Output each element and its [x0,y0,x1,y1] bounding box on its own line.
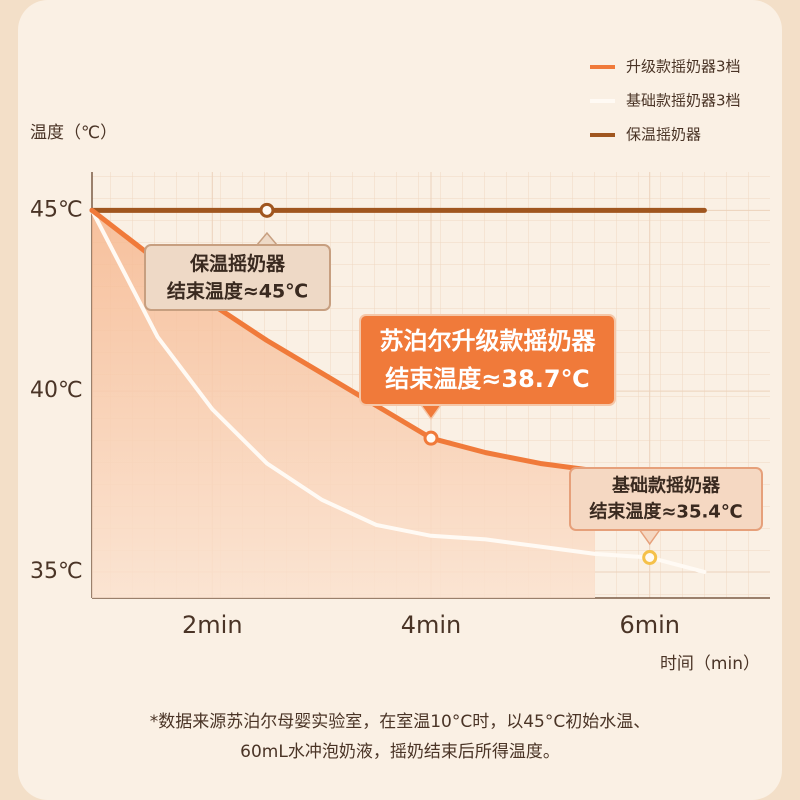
y-tick-label: 35℃ [30,559,83,584]
callout-text: 苏泊尔升级款摇奶器 [380,327,597,355]
footnote: 60mL水冲泡奶液，摇奶结束后所得温度。 [240,742,560,762]
callout-box [569,467,763,531]
callout-pointer [256,231,278,246]
callout-text: 结束温度≈45℃ [167,279,308,302]
callout-text: 结束温度≈35.4℃ [589,501,742,523]
series-line [90,208,707,574]
y-tick-label: 45℃ [30,197,83,222]
x-tick-label: 6min [619,611,680,639]
x-axis-label: 时间（min） [660,654,760,674]
highlight-point [642,549,658,565]
callout-box [359,314,616,406]
highlight-point [423,430,439,446]
footnote: *数据来源苏泊尔母婴实验室，在室温10°C时，以45°C初始水温、 [150,712,651,732]
callout-text: 保温摇奶器 [189,252,286,275]
legend-label: 升级款摇奶器3档 [626,58,741,76]
x-tick-label: 2min [182,611,243,639]
y-axis-label: 温度（℃） [30,123,117,143]
legend-label: 保温摇奶器 [626,126,701,144]
legend-label: 基础款摇奶器3档 [626,92,741,110]
callout-pointer [420,404,442,421]
y-tick-label: 40℃ [30,378,83,403]
callout-text: 基础款摇奶器 [611,475,721,497]
callout-box [144,244,331,311]
callout-pointer [639,529,661,546]
area-fill [92,210,596,598]
highlight-point [259,202,275,218]
callout-text: 结束温度≈38.7℃ [385,365,589,393]
x-tick-label: 4min [401,611,462,639]
